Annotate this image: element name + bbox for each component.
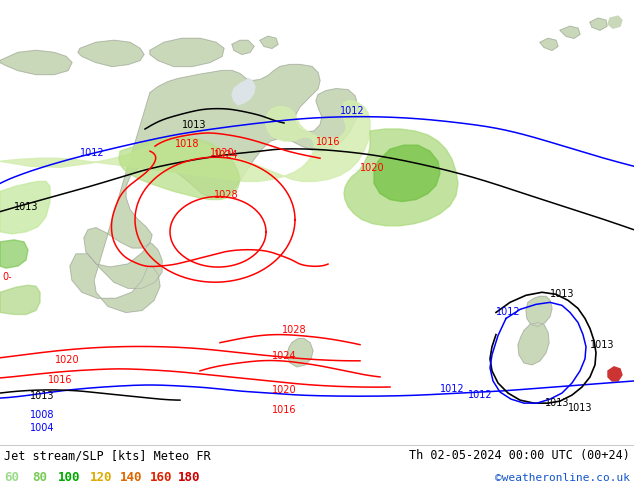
Polygon shape [0,181,50,234]
Polygon shape [526,296,552,326]
Text: 1013: 1013 [545,398,569,408]
Text: 1012: 1012 [340,106,365,116]
Polygon shape [344,129,458,226]
Text: 1013: 1013 [14,201,39,212]
Text: 140: 140 [120,471,143,484]
Polygon shape [70,65,358,313]
Text: Th 02-05-2024 00:00 UTC (00+24): Th 02-05-2024 00:00 UTC (00+24) [409,449,630,462]
Text: 0-: 0- [2,272,11,282]
Text: 1012: 1012 [440,384,465,394]
Text: 1012: 1012 [468,390,493,400]
Text: 1020: 1020 [55,355,80,365]
Text: ©weatheronline.co.uk: ©weatheronline.co.uk [495,473,630,483]
Text: 100: 100 [58,471,81,484]
Text: 1018: 1018 [175,139,200,149]
Polygon shape [78,40,144,67]
Polygon shape [374,145,440,201]
Text: 1008: 1008 [30,410,55,420]
Polygon shape [119,137,240,199]
Text: 80: 80 [32,471,47,484]
Text: 180: 180 [178,471,200,484]
Text: 120: 120 [90,471,112,484]
Text: 1028: 1028 [282,324,307,335]
Text: 1016: 1016 [272,405,297,415]
Text: 1013: 1013 [550,289,574,299]
Polygon shape [518,322,549,365]
Text: 1028: 1028 [214,190,238,199]
Text: 1016: 1016 [316,137,340,147]
Text: 1020: 1020 [272,385,297,395]
Polygon shape [0,101,370,181]
Polygon shape [232,78,255,105]
Polygon shape [0,240,28,268]
Polygon shape [0,285,40,315]
Polygon shape [260,36,278,49]
Text: 1013: 1013 [568,403,593,413]
Text: 1013: 1013 [590,340,614,350]
Text: 1012: 1012 [80,148,105,158]
Text: 1020: 1020 [360,163,385,173]
Text: 1012: 1012 [496,307,521,318]
Text: 1013: 1013 [182,120,207,130]
Polygon shape [150,38,224,67]
Polygon shape [608,16,622,28]
Text: 160: 160 [150,471,172,484]
Text: 1024: 1024 [214,150,238,160]
Text: 1016: 1016 [48,375,72,385]
Text: 60: 60 [4,471,19,484]
Text: 1024: 1024 [272,351,297,361]
Text: Jet stream/SLP [kts] Meteo FR: Jet stream/SLP [kts] Meteo FR [4,449,210,462]
Polygon shape [232,40,254,54]
Polygon shape [590,18,607,30]
Text: 1004: 1004 [30,423,55,433]
Polygon shape [540,38,558,50]
Polygon shape [608,367,622,381]
Polygon shape [287,339,313,367]
Polygon shape [560,26,580,38]
Text: 1020: 1020 [210,148,235,158]
Polygon shape [0,50,72,74]
Text: 1013: 1013 [30,391,55,401]
